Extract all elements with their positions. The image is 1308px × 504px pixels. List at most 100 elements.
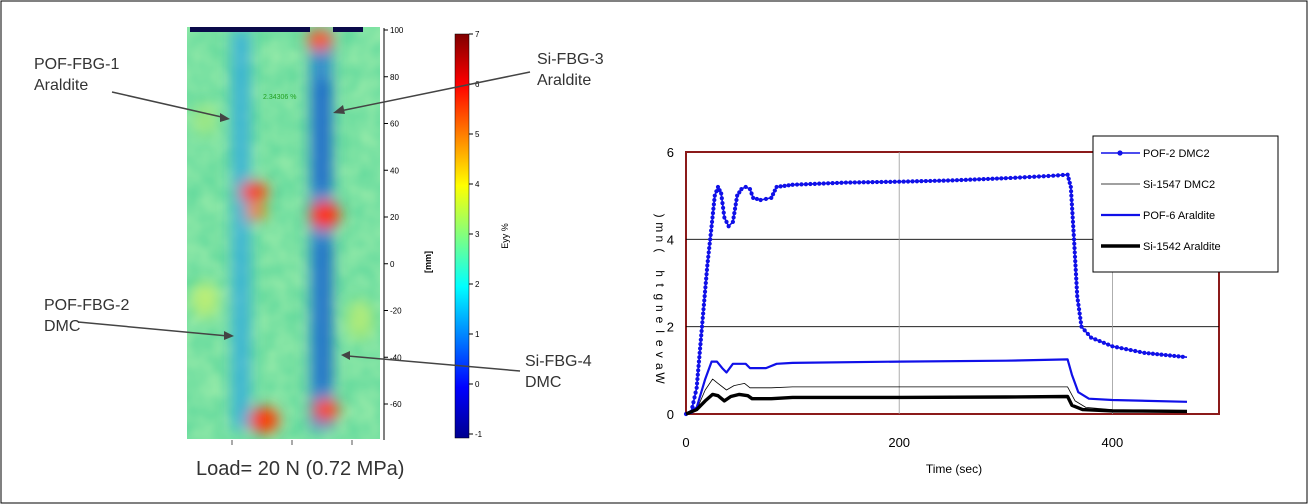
series-point (848, 180, 853, 185)
series-point (1119, 346, 1124, 351)
series-point (1072, 245, 1077, 251)
legend: POF-2 DMC2 Si-1547 DMC2 POF-6 Araldite Si-1… (1092, 135, 1279, 273)
series-point (803, 182, 809, 187)
series-point (734, 197, 739, 203)
series-point (690, 404, 695, 410)
y-label-glyph: m (653, 222, 667, 232)
series-point (700, 320, 705, 325)
series-point (720, 205, 726, 210)
series-point (892, 179, 897, 184)
y-tick-label: 4 (667, 232, 674, 247)
series-point (1078, 320, 1083, 325)
series-point (914, 179, 920, 184)
series-point (1078, 315, 1083, 321)
series-point (985, 176, 991, 182)
series-point (705, 263, 710, 268)
series-point (1155, 352, 1160, 357)
colorbar-tick-label: 7 (475, 30, 480, 39)
series-point (758, 197, 763, 203)
series-point (699, 328, 704, 334)
series-point (1013, 175, 1018, 180)
series-point (1172, 353, 1177, 359)
series-line-3 (685, 392, 1188, 416)
series-point (731, 215, 736, 220)
series-point (732, 211, 737, 216)
series-point (709, 219, 715, 224)
series-point (883, 179, 888, 185)
series-point (1073, 259, 1078, 264)
series-point (857, 180, 862, 185)
y-label-glyph: h (653, 270, 667, 277)
y-label-glyph: ) (653, 214, 667, 218)
series-point (712, 193, 717, 198)
series-point (701, 307, 706, 312)
colorbar-label: Eyy % (500, 223, 510, 249)
series-point (1067, 180, 1072, 185)
series-point (1106, 342, 1111, 347)
series-point (709, 224, 714, 229)
series-point (843, 180, 849, 185)
series-point (694, 385, 699, 390)
colorbar-tick-label: 4 (475, 180, 480, 189)
series-point (994, 176, 1000, 181)
x-tick-label: 200 (888, 435, 910, 450)
series-point (799, 182, 804, 187)
colorbar-tick-label: -1 (475, 430, 483, 439)
mm-tick-label: -40 (390, 353, 402, 362)
series-point (1074, 285, 1079, 290)
series-point (1036, 174, 1042, 179)
series-point (1075, 298, 1080, 303)
series-point (733, 202, 738, 207)
series-point (1163, 352, 1168, 358)
series-point (691, 400, 696, 405)
series-point (770, 192, 776, 197)
series-point (1075, 294, 1080, 299)
series-point (1017, 175, 1023, 180)
series-point (888, 179, 893, 184)
y-tick-label: 2 (667, 320, 674, 335)
series-point (923, 178, 928, 184)
callout-si-fbg-4-line1: Si-FBG-4 (525, 353, 592, 370)
series-point (1008, 175, 1013, 181)
series-point (726, 224, 731, 229)
series-point (1079, 324, 1084, 329)
series-point (794, 182, 800, 187)
series-point (1176, 354, 1181, 359)
series-point (1069, 202, 1074, 207)
series-point (874, 179, 880, 185)
series-point (749, 191, 754, 196)
strain-map-frame (185, 25, 382, 441)
series-point (830, 181, 835, 186)
y-label-glyph: ( (653, 248, 667, 252)
series-point (1082, 328, 1087, 333)
series-point (782, 183, 787, 188)
colorbar: 7 6 5 4 3 2 1 0 -1 Eyy % (454, 30, 510, 439)
series-point (711, 206, 716, 211)
series-point (1068, 189, 1074, 194)
series-layer (683, 172, 1188, 417)
series-point (737, 190, 742, 195)
series-point (1093, 337, 1098, 342)
series-point (1074, 276, 1079, 281)
series-point (769, 195, 774, 200)
series-point (861, 180, 866, 185)
series-point (1072, 241, 1077, 246)
callout-si-fbg-3: Si-FBG-3 Araldite (333, 51, 604, 114)
series-point (1074, 289, 1080, 294)
series-point (1027, 174, 1032, 180)
series-point (735, 193, 740, 198)
x-tick-label: 0 (682, 435, 689, 450)
series-point (1072, 250, 1077, 255)
series-point (720, 200, 725, 206)
series-point (704, 267, 710, 272)
series-point (1088, 335, 1094, 340)
legend-marker (1117, 150, 1123, 156)
series-point (937, 178, 942, 183)
y-tick-label: 0 (667, 407, 674, 422)
series-point (1076, 302, 1081, 307)
series-point (905, 179, 911, 184)
series-point (1046, 173, 1051, 179)
series-point (1085, 331, 1090, 337)
series-point (808, 181, 813, 187)
series-point (698, 342, 703, 347)
